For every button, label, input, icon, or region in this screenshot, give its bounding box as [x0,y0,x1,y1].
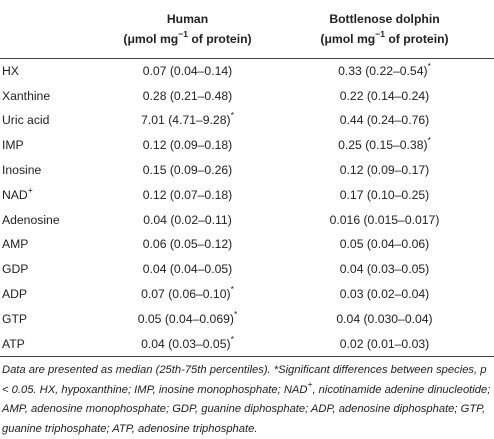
dolphin-value: 0.03 (0.02–0.04) [339,287,430,302]
dolphin-value: 0.12 (0.09–0.17) [339,163,430,178]
human-value: 0.07 (0.06–0.10)* [141,284,234,302]
header-human-unit: (μmol mg−1 of protein) [123,28,252,46]
dolphin-value: 0.25 (0.15–0.38)* [338,135,431,153]
human-value: 0.07 (0.04–0.14) [142,63,233,78]
header-human-title: Human [166,12,209,26]
table-row: IMP 0.12 (0.09–0.18) 0.25 (0.15–0.38)* [0,133,494,158]
row-label: NAD+ [2,184,33,202]
row-label: ATP [0,331,100,358]
human-value: 0.05 (0.04–0.069)* [137,308,238,326]
row-label: HX [2,63,19,78]
dolphin-value: 0.016 (0.015–0.017) [329,212,440,227]
table-row: Adenosine 0.04 (0.02–0.11) 0.016 (0.015–0.… [0,207,494,232]
table-row: GDP 0.04 (0.04–0.05) 0.04 (0.03–0.05) [0,257,494,282]
table-row: GTP 0.05 (0.04–0.069)* 0.04 (0.030–0.04) [0,306,494,331]
dolphin-value: 0.44 (0.24–0.76) [339,113,430,128]
table-row: HX 0.07 (0.04–0.14) 0.33 (0.22–0.54)* [0,58,494,83]
header-dolphin-unit: (μmol mg−1 of protein) [320,28,449,46]
row-label: Inosine [2,163,42,178]
human-value: 0.15 (0.09–0.26) [142,163,233,178]
table-row: AMP 0.06 (0.05–0.12) 0.05 (0.04–0.06) [0,232,494,257]
table-row: Uric acid 7.01 (4.71–9.28)* 0.44 (0.24–0.7… [0,108,494,133]
dolphin-value: 0.05 (0.04–0.06) [339,237,430,252]
table-row: ATP 0.04 (0.03–0.05)* 0.02 (0.01–0.03) [0,331,494,358]
human-value: 0.06 (0.05–0.12) [142,237,233,252]
row-label: GDP [2,262,29,277]
table-row: Xanthine 0.28 (0.21–0.48) 0.22 (0.14–0.24) [0,83,494,108]
table-body: HX 0.07 (0.04–0.14) 0.33 (0.22–0.54)* Xanth… [0,58,494,358]
table-row: ADP 0.07 (0.06–0.10)* 0.03 (0.02–0.04) [0,282,494,307]
header-dolphin: Bottlenose dolphin (μmol mg−1 of protein… [275,0,494,59]
table-footnote: Data are presented as median (25th-75th … [2,364,491,435]
header-row: Human (μmol mg−1 of protein) Bottlenose … [0,0,494,59]
row-label: IMP [2,138,24,153]
row-label: Adenosine [2,212,60,227]
human-value: 7.01 (4.71–9.28)* [141,110,234,128]
human-value: 0.04 (0.02–0.11) [143,212,232,227]
row-label: GTP [2,311,28,326]
human-value: 0.12 (0.07–0.18) [142,187,233,202]
dolphin-value: 0.04 (0.03–0.05) [339,262,430,277]
header-dolphin-title: Bottlenose dolphin [329,12,440,26]
header-human: Human (μmol mg−1 of protein) [100,0,275,59]
dolphin-value: 0.22 (0.14–0.24) [339,88,430,103]
human-value: 0.12 (0.09–0.18) [142,138,233,153]
row-label: Uric acid [2,113,50,128]
row-label: Xanthine [2,88,51,103]
dolphin-value: 0.33 (0.22–0.54)* [338,60,431,78]
dolphin-value: 0.17 (0.10–0.25) [339,187,430,202]
dolphin-value: 0.02 (0.01–0.03) [275,331,494,358]
dolphin-value: 0.04 (0.030–0.04) [336,311,433,326]
row-label: AMP [2,237,29,252]
table-row: NAD+ 0.12 (0.07–0.18) 0.17 (0.10–0.25) [0,182,494,207]
human-value: 0.04 (0.04–0.05) [142,262,233,277]
human-value: 0.28 (0.21–0.48) [142,88,233,103]
row-label: ADP [2,287,28,302]
header-empty [0,0,100,59]
table-row: Inosine 0.15 (0.09–0.26) 0.12 (0.09–0.17) [0,158,494,183]
human-value: 0.04 (0.03–0.05)* [100,331,275,358]
data-table: Human (μmol mg−1 of protein) Bottlenose … [0,0,494,358]
